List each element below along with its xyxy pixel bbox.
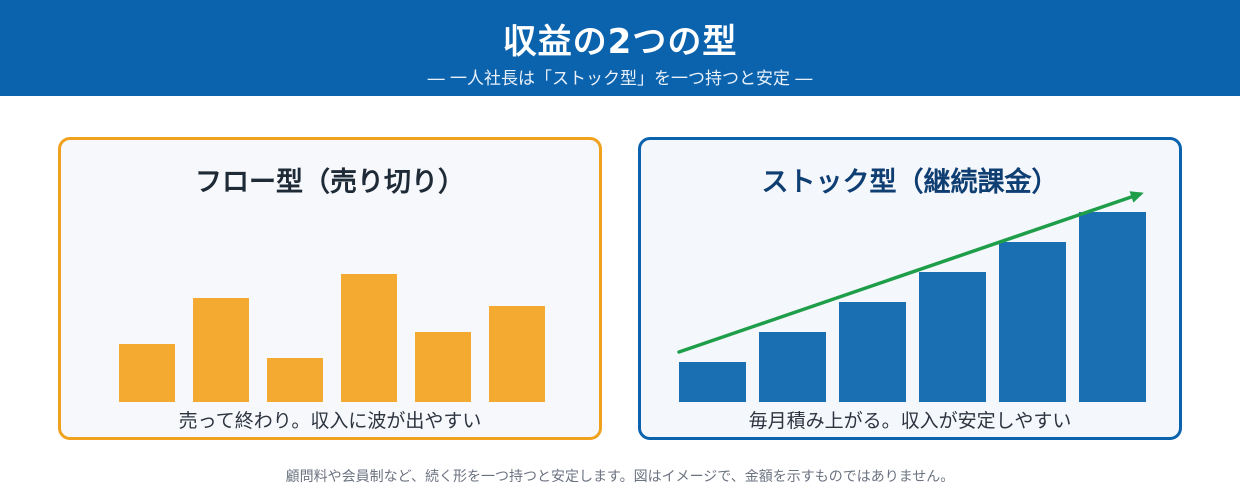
flow-bar [119,344,175,402]
flow-bar [267,358,323,402]
stock-bar [759,332,826,402]
stock-bar [679,362,746,402]
flow-bar [193,298,249,402]
trend-arrow [677,191,1144,354]
page-title: 収益の2つの型 [502,22,738,62]
stock-bar [839,302,906,402]
stock-panel: ストック型（継続課金） 毎月積み上がる。収入が安定しやすい [638,137,1182,440]
stock-bar [919,272,986,402]
flow-caption: 売って終わり。収入に波が出やすい [178,410,482,432]
header-banner: 収益の2つの型 ― 一人社長は「ストック型」を一つ持つと安定 ― [0,0,1240,96]
stock-bar [1079,212,1146,402]
stock-bar [999,242,1066,402]
flow-panel: フロー型（売り切り） 売って終わり。収入に波が出やすい [58,137,602,440]
trend-line [677,192,1142,354]
page-subtitle: ― 一人社長は「ストック型」を一つ持つと安定 ― [427,69,813,89]
flow-bar [341,274,397,402]
flow-panel-title: フロー型（売り切り） [195,167,465,198]
footnote: 顧問料や会員制など、続く形を一つ持つと安定します。図はイメージで、金額を示すもの… [285,469,955,485]
flow-bar-chart [119,274,545,402]
flow-bar [415,332,471,402]
stock-bar-chart [677,191,1146,402]
flow-bar [489,306,545,402]
trend-arrowhead [1129,191,1144,203]
stock-panel-title: ストック型（継続課金） [761,167,1059,198]
stock-caption: 毎月積み上がる。収入が安定しやすい [748,410,1072,432]
